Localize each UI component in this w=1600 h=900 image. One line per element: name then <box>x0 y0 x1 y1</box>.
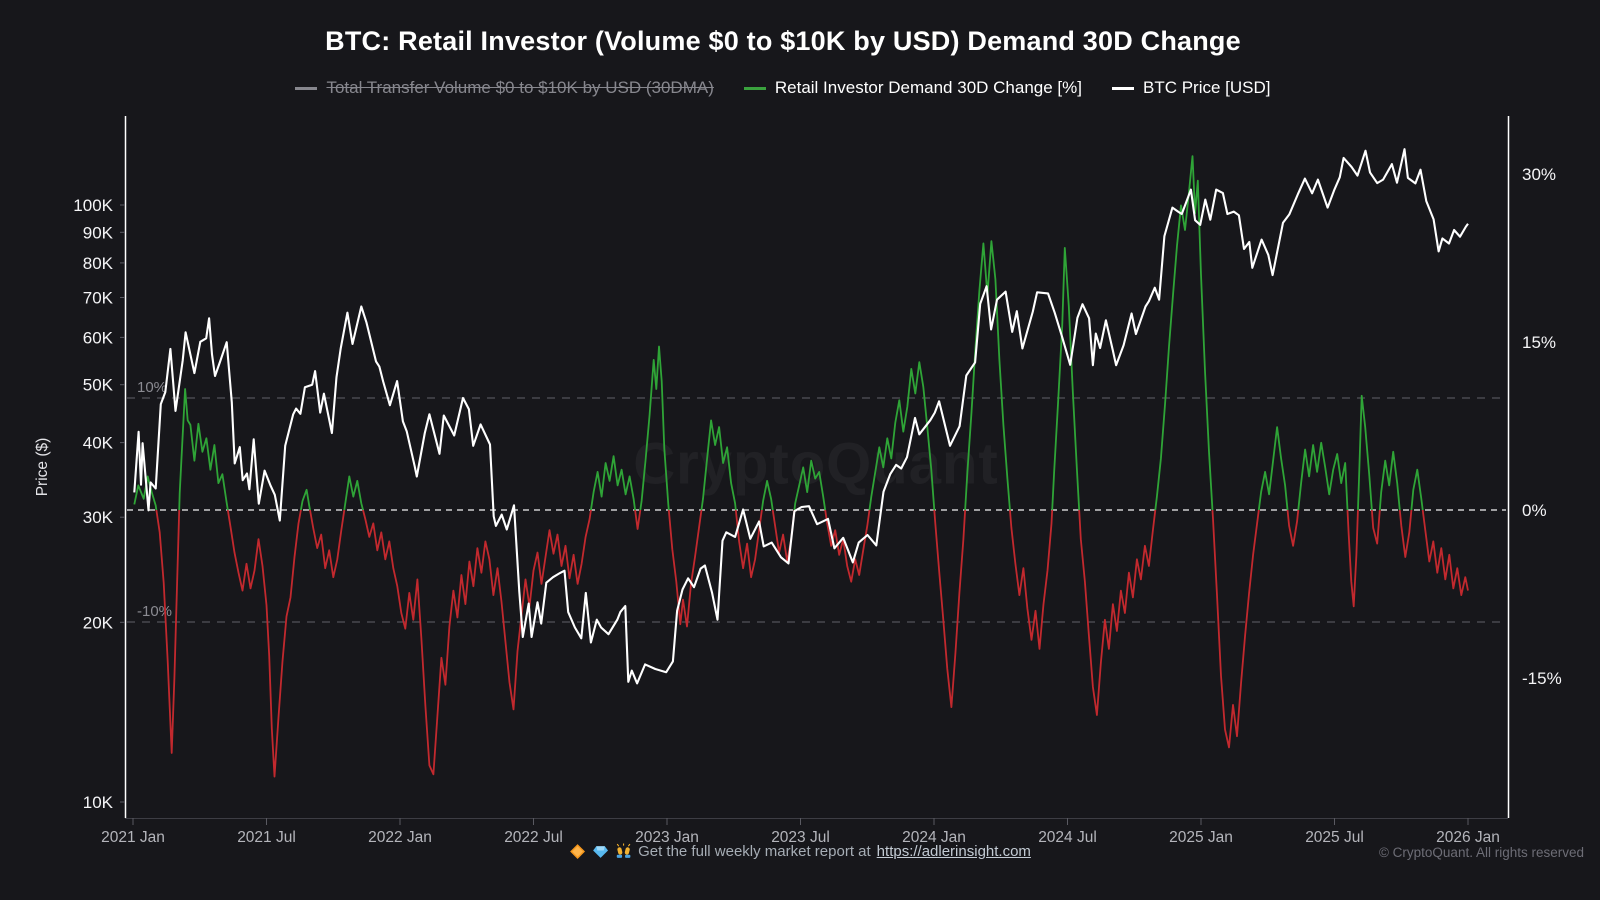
legend-label: Total Transfer Volume $0 to $10K by USD … <box>326 78 714 97</box>
legend-item-1[interactable]: Retail Investor Demand 30D Change [%] <box>743 78 1082 98</box>
pct-tick-label: -15% <box>1522 669 1562 688</box>
demand-series-positive <box>133 155 1424 510</box>
footer: Get the full weekly market report at htt… <box>0 843 1600 873</box>
legend-label: BTC Price [USD] <box>1142 78 1271 97</box>
price-tick-label: 10K <box>83 793 114 812</box>
footer-text: Get the full weekly market report at <box>638 843 871 860</box>
x-tick-label: 2026 Jan <box>1436 829 1500 846</box>
legend: Total Transfer Volume $0 to $10K by USD … <box>0 78 1566 98</box>
pct-tick-label: 15% <box>1522 333 1556 352</box>
price-tick-label: 80K <box>83 254 114 273</box>
price-tick-label: 70K <box>83 289 114 308</box>
x-tick-label: 2021 Jan <box>101 829 165 846</box>
price-tick-label: 30K <box>83 508 114 527</box>
btc-price-series <box>133 148 1469 685</box>
left-axis-title: Price ($) <box>34 438 51 497</box>
chart-title: BTC: Retail Investor (Volume $0 to $10K … <box>325 26 1241 56</box>
legend-item-0[interactable]: Total Transfer Volume $0 to $10K by USD … <box>295 78 714 98</box>
legend-line-icon <box>743 86 766 90</box>
price-tick-label: 90K <box>83 223 114 242</box>
report-link[interactable]: https://adlerinsight.com <box>876 843 1031 860</box>
x-tick-label: 2025 Jan <box>1169 829 1233 846</box>
ref-line-label: -10% <box>137 603 172 620</box>
x-tick-label: 2024 Jul <box>1038 829 1097 846</box>
price-tick-label: 40K <box>83 434 114 453</box>
legend-label: Retail Investor Demand 30D Change [%] <box>774 78 1082 97</box>
legend-line-icon <box>295 86 318 90</box>
ref-line-label: 10% <box>137 379 167 396</box>
x-tick-label: 2022 Jul <box>504 829 563 846</box>
legend-line-icon <box>1111 86 1134 90</box>
price-tick-label: 100K <box>73 196 113 215</box>
x-tick-label: 2021 Jul <box>237 829 296 846</box>
x-tick-label: 2024 Jan <box>902 829 966 846</box>
orange-diamond-emoji <box>569 843 586 860</box>
x-tick-label: 2023 Jul <box>771 829 830 846</box>
demand-series-negative <box>155 510 1469 778</box>
legend-item-2[interactable]: BTC Price [USD] <box>1111 78 1271 98</box>
price-tick-label: 60K <box>83 328 114 347</box>
x-tick-label: 2023 Jan <box>635 829 699 846</box>
pct-tick-label: 0% <box>1522 501 1547 520</box>
pct-tick-label: 30% <box>1522 165 1556 184</box>
gem-emoji <box>592 843 609 860</box>
price-tick-label: 20K <box>83 613 114 632</box>
raised-hands-emoji <box>615 843 632 860</box>
x-tick-label: 2025 Jul <box>1305 829 1364 846</box>
copyright-text: © CryptoQuant. All rights reserved <box>1378 845 1584 860</box>
price-tick-label: 50K <box>83 376 114 395</box>
x-tick-label: 2022 Jan <box>368 829 432 846</box>
